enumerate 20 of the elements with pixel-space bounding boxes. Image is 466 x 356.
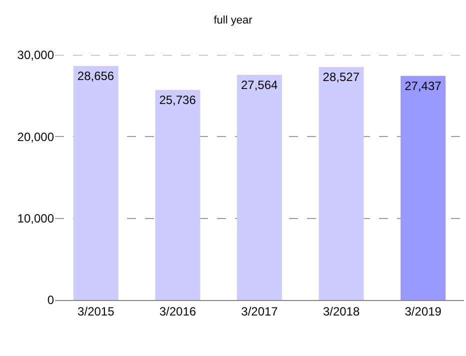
data-label: 28,656 bbox=[77, 68, 114, 83]
data-label: 27,564 bbox=[240, 78, 278, 92]
x-tick-label: 3/2017 bbox=[241, 304, 278, 318]
data-label: 27,437 bbox=[404, 78, 442, 93]
bar bbox=[73, 66, 118, 300]
x-tick-label: 3/2016 bbox=[159, 304, 196, 318]
x-tick-label: 3/2015 bbox=[78, 304, 115, 318]
y-tick-label: 10,000 bbox=[17, 212, 54, 226]
x-tick-label: 3/2019 bbox=[404, 304, 442, 318]
y-tick-label: 0 bbox=[47, 293, 54, 308]
x-tick-label: 3/2018 bbox=[322, 304, 360, 318]
y-tick-label: 20,000 bbox=[17, 130, 54, 144]
bar bbox=[400, 76, 446, 300]
bar bbox=[155, 90, 200, 300]
y-tick-label: 30,000 bbox=[17, 48, 54, 62]
chart-title: full year bbox=[214, 14, 253, 27]
data-label: 25,736 bbox=[159, 92, 196, 107]
bar bbox=[237, 74, 282, 300]
data-label: 28,527 bbox=[322, 70, 360, 84]
bar bbox=[318, 67, 364, 300]
